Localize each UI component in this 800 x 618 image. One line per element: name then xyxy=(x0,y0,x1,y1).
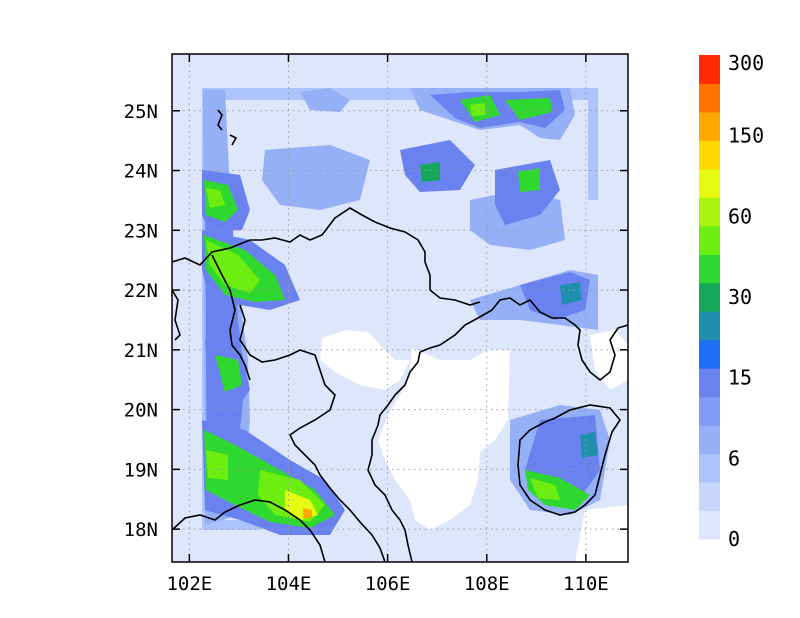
x-axis: 102E 104E 106E 108E 110E xyxy=(166,54,609,595)
border-laos-vietnam xyxy=(239,304,386,562)
contour-dry-gulf xyxy=(378,348,510,530)
x-tick-label: 104E xyxy=(266,573,312,595)
border-laos-west xyxy=(211,254,251,381)
y-tick-label: 19N xyxy=(124,459,158,481)
contour-sw-3 xyxy=(206,450,228,480)
colorbar-label: 15 xyxy=(728,366,752,390)
precipitation-contours xyxy=(172,54,628,562)
y-tick-label: 21N xyxy=(124,340,158,362)
colorbar-swatch xyxy=(699,482,720,512)
x-tick-label: 106E xyxy=(365,573,411,595)
x-tick-label: 102E xyxy=(166,573,212,595)
y-tick-label: 23N xyxy=(124,220,158,242)
colorbar-swatch xyxy=(699,339,720,369)
contour-nw-3 xyxy=(206,188,225,208)
grid-lines xyxy=(172,54,628,562)
contour-north-band-6 xyxy=(470,103,485,116)
contour-w-3 xyxy=(206,240,260,293)
island-north-1 xyxy=(217,109,223,131)
x-tick-label: 108E xyxy=(464,573,510,595)
contour-north-band-5 xyxy=(505,98,552,120)
colorbar-swatch xyxy=(699,168,720,198)
contour-central-north-6 xyxy=(518,168,540,192)
coastlines-and-borders xyxy=(172,109,628,562)
contour-hainan-3 xyxy=(525,470,590,510)
colorbar-swatch xyxy=(699,396,720,426)
island-north-2 xyxy=(229,134,238,146)
colorbar-label: 150 xyxy=(728,124,764,148)
colorbar-swatch xyxy=(699,83,720,113)
contour-central-north-3 xyxy=(420,162,440,182)
colorbar-swatch xyxy=(699,254,720,284)
contour-hainan-5 xyxy=(580,432,598,458)
plot-frame xyxy=(171,53,629,563)
coast-hainan xyxy=(517,404,621,516)
y-tick-label: 18N xyxy=(124,519,158,541)
contour-dry-east xyxy=(590,330,628,390)
colorbar-label: 6 xyxy=(728,446,740,470)
contour-central-north-1 xyxy=(262,145,370,210)
contour-dry-south xyxy=(575,505,628,562)
border-thai xyxy=(172,289,181,341)
y-tick-label: 24N xyxy=(124,161,158,183)
colorbar-swatch xyxy=(699,140,720,170)
y-axis: 18N 19N 20N 21N 22N 23N 24N 25N xyxy=(124,101,628,541)
y-tick-label: 20N xyxy=(124,400,158,422)
colorbar: 0 6 15 30 60 150 300 xyxy=(699,51,764,551)
contour-wm-2 xyxy=(215,355,242,392)
colorbar-label: 300 xyxy=(728,51,764,75)
colorbar-label: 30 xyxy=(728,285,752,309)
y-tick-label: 22N xyxy=(124,280,158,302)
y-tick-label: 25N xyxy=(124,101,158,123)
contour-hainan-4 xyxy=(530,478,560,500)
colorbar-label: 0 xyxy=(728,527,740,551)
x-tick-label: 110E xyxy=(563,573,609,595)
contour-central-north-5 xyxy=(495,160,560,225)
colorbar-swatch xyxy=(699,55,720,84)
contour-dry-inland xyxy=(320,330,410,390)
colorbar-swatch xyxy=(699,225,720,255)
contour-north-band-1 xyxy=(300,88,350,112)
border-laos-south xyxy=(172,499,326,562)
colorbar-swatch xyxy=(699,282,720,312)
colorbar-swatch xyxy=(699,111,720,141)
contour-e-3 xyxy=(560,282,582,305)
colorbar-label: 60 xyxy=(728,204,752,228)
colorbar-swatch xyxy=(699,368,720,398)
border-china-vietnam xyxy=(172,207,481,306)
coast-vietnam xyxy=(367,351,421,562)
colorbar-swatch xyxy=(699,510,720,540)
contour-sw-6 xyxy=(303,508,312,518)
colorbar-swatch xyxy=(699,311,720,341)
colorbar-swatch xyxy=(699,197,720,227)
coast-gulf-tonkin xyxy=(419,297,628,382)
colorbar-swatch xyxy=(699,425,720,455)
colorbar-swatch xyxy=(699,453,720,483)
